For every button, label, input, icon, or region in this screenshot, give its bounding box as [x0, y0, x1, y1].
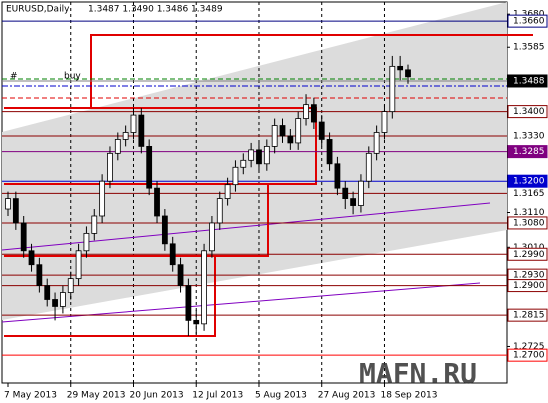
candle-body — [107, 152, 113, 182]
candle-body — [36, 264, 43, 286]
candle-body — [397, 65, 404, 71]
level-label: 1.2815 — [513, 311, 545, 321]
level-label: 1.3330 — [513, 131, 545, 141]
level-label: 1.3165 — [513, 189, 545, 199]
candle-body — [263, 145, 270, 165]
x-tick-label: 5 Aug 2013 — [255, 391, 307, 401]
level-box — [507, 216, 548, 230]
candle-body — [154, 187, 160, 217]
candle-body — [20, 222, 27, 252]
candle-body — [114, 139, 121, 154]
candle-body — [334, 163, 341, 189]
marker: # — [10, 72, 18, 82]
level-box — [507, 308, 548, 322]
level-label: 1.3285 — [513, 147, 545, 157]
candle-body — [130, 114, 137, 133]
candle-body — [318, 121, 325, 140]
channel — [2, 2, 507, 320]
level-label: 1.3200 — [513, 177, 545, 187]
candle-body — [169, 243, 176, 266]
candle-body — [342, 187, 349, 199]
candle-body — [60, 292, 66, 307]
level-box — [507, 174, 548, 188]
candle-body — [138, 114, 145, 147]
candle-body — [122, 132, 129, 140]
level-box — [507, 74, 548, 88]
candle-body — [350, 198, 356, 206]
marker: buy — [64, 72, 81, 82]
candle-body — [209, 222, 215, 252]
candle-body — [287, 135, 294, 144]
box — [90, 34, 533, 108]
level-label: 1.2900 — [513, 281, 545, 291]
x-tick-label: 7 May 2013 — [4, 391, 57, 401]
y-tick-label: 1.2725 — [513, 342, 545, 352]
candle-body — [373, 132, 380, 154]
candle-body — [99, 180, 106, 217]
level-box — [507, 145, 548, 159]
candle-body — [28, 250, 35, 266]
level-box — [507, 14, 548, 28]
candle-body — [326, 139, 333, 165]
trendline — [1, 202, 491, 251]
box — [4, 255, 216, 337]
candle-body — [201, 250, 207, 325]
boxes — [4, 34, 533, 337]
candle-body — [240, 159, 247, 168]
candle-body — [232, 166, 239, 186]
candle-body — [52, 299, 58, 307]
candle-body — [185, 285, 192, 321]
candle-body — [177, 264, 184, 286]
candle-body — [381, 111, 388, 133]
level-label: 1.3488 — [513, 76, 545, 86]
candle-body — [365, 152, 372, 182]
x-tick-label: 12 Jul 2013 — [192, 391, 243, 401]
candle-body — [44, 285, 51, 300]
x-tick-label: 20 Jun 2013 — [129, 391, 183, 401]
level-box — [507, 279, 548, 293]
candle-body — [91, 215, 98, 234]
level-box — [507, 348, 548, 362]
candle-body — [67, 278, 74, 293]
y-tick-label: 1.3110 — [513, 208, 545, 218]
x-tick-label: 29 May 2013 — [67, 391, 126, 401]
candle-body — [75, 250, 82, 280]
candle-body — [83, 232, 90, 252]
level-label: 1.2700 — [513, 351, 545, 361]
candle-body — [5, 198, 11, 210]
y-tick-label: 1.3585 — [513, 43, 545, 53]
candle-body — [303, 104, 309, 119]
symbol: EURUSD,Daily — [6, 5, 70, 15]
candle-body — [405, 69, 411, 78]
candle-body — [256, 149, 262, 165]
candle-body — [271, 125, 278, 147]
candle-body — [224, 184, 231, 199]
candle-body — [389, 65, 396, 113]
level-label: 1.3400 — [513, 107, 545, 117]
candle-body — [12, 198, 19, 224]
candle-body — [193, 319, 200, 325]
candle-body — [216, 198, 223, 224]
candle-body — [248, 149, 255, 161]
candle-body — [295, 118, 302, 144]
x-tick-label: 18 Sep 2013 — [380, 391, 437, 401]
candle-body — [161, 215, 168, 245]
level-label: 1.2990 — [513, 250, 545, 260]
quote: 1.3487 1.3490 1.3486 1.3489 — [88, 5, 223, 15]
level-label: 1.2930 — [513, 271, 545, 281]
candle-body — [279, 125, 286, 137]
candle-body — [146, 145, 153, 189]
candle-body — [358, 180, 364, 206]
level-label: 1.3080 — [513, 218, 545, 228]
candle-body — [310, 104, 317, 123]
level-box — [507, 247, 548, 261]
x-tick-label: 27 Aug 2013 — [318, 391, 376, 401]
level-label: 1.3660 — [513, 17, 545, 27]
watermark: MAFN.RU — [359, 357, 477, 390]
level-box — [507, 105, 548, 119]
